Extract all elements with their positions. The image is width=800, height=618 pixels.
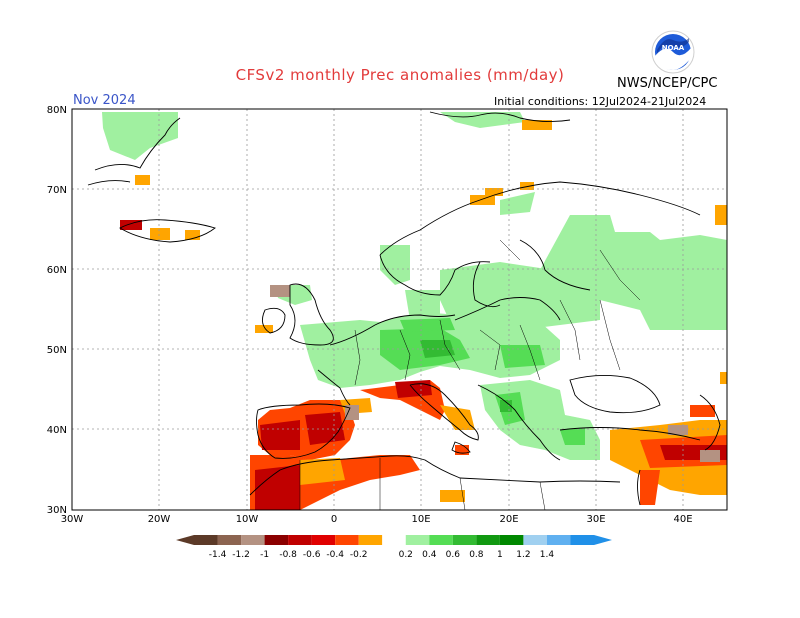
lat-label: 30N <box>47 505 67 516</box>
lat-label: 70N <box>47 185 67 196</box>
russia-wet-area <box>540 215 727 330</box>
lon-label: 20W <box>148 514 171 525</box>
legend-swatch <box>570 535 594 545</box>
map-frame <box>71 108 728 511</box>
graticule <box>72 109 727 510</box>
legend-swatch <box>429 535 453 545</box>
legend-swatch <box>499 535 524 545</box>
legend-label: 0.6 <box>446 550 461 560</box>
lon-label: 30E <box>586 514 605 525</box>
svalbard-wet-area <box>440 112 525 128</box>
greenland-wet-area <box>102 112 178 160</box>
lon-label: 30W <box>61 514 84 525</box>
logo-text: NOAA <box>662 44 685 52</box>
legend-arrow-left <box>176 535 194 545</box>
legend-label: 1.4 <box>540 550 555 560</box>
legend-swatch <box>546 535 571 545</box>
lon-axis: 30W 20W 10W 0 10E 20E 30E 40E <box>61 514 693 525</box>
legend-label: 0.4 <box>422 550 437 560</box>
lat-label: 50N <box>47 345 67 356</box>
legend-label: 1 <box>497 550 503 560</box>
legend-colorbar: -1.4 -1.2 -1 -0.8 -0.6 -0.4 -0.2 0.2 0.4 0.6 0.8 1 1… <box>176 535 612 560</box>
legend-swatch <box>217 535 242 545</box>
country-borders <box>299 239 641 510</box>
map-title: CFSv2 monthly Prec anomalies (mm/day) <box>235 66 565 84</box>
lon-label: 10E <box>411 514 430 525</box>
lon-label: 20E <box>499 514 518 525</box>
legend-label: -0.6 <box>303 550 321 560</box>
legend-swatch <box>311 535 336 545</box>
legend-label: -1.4 <box>209 550 227 560</box>
svalbard-dry-patch <box>522 120 552 130</box>
lon-label: 0 <box>331 514 337 525</box>
legend-label: -0.4 <box>326 550 344 560</box>
lat-label: 80N <box>47 105 67 116</box>
lat-axis: 80N 70N 60N 50N 40N 30N <box>47 105 67 516</box>
forecast-period: Nov 2024 <box>73 93 136 108</box>
coastlines <box>87 111 721 506</box>
legend-label: -1.2 <box>232 550 250 560</box>
balkans-wet-area <box>480 380 600 460</box>
legend-swatch <box>476 535 500 545</box>
legend-label: -0.8 <box>279 550 297 560</box>
agency-label: NWS/NCEP/CPC <box>617 76 718 91</box>
legend-arrow-right <box>594 535 612 545</box>
legend-label: 1.2 <box>516 550 530 560</box>
lon-label: 40E <box>673 514 692 525</box>
lon-label: 10W <box>236 514 259 525</box>
legend-swatch <box>241 535 265 545</box>
anomaly-fields <box>102 112 727 510</box>
noaa-logo-icon: NOAA <box>651 30 695 74</box>
lat-label: 60N <box>47 265 67 276</box>
legend-label: -1 <box>260 550 269 560</box>
legend-label: 0.2 <box>399 550 413 560</box>
legend-label: 0.8 <box>469 550 484 560</box>
legend-swatch <box>288 535 312 545</box>
initial-conditions: Initial conditions: 12Jul2024-21Jul2024 <box>494 95 707 108</box>
legend-swatch <box>335 535 359 545</box>
lat-label: 40N <box>47 425 67 436</box>
legend-label: -0.2 <box>350 550 368 560</box>
legend-swatch <box>452 535 477 545</box>
legend-swatch <box>382 535 406 545</box>
legend-swatch <box>264 535 289 545</box>
legend-swatch <box>405 535 430 545</box>
legend-swatch <box>194 535 218 545</box>
legend-swatch <box>358 535 383 545</box>
legend-swatch <box>523 535 547 545</box>
